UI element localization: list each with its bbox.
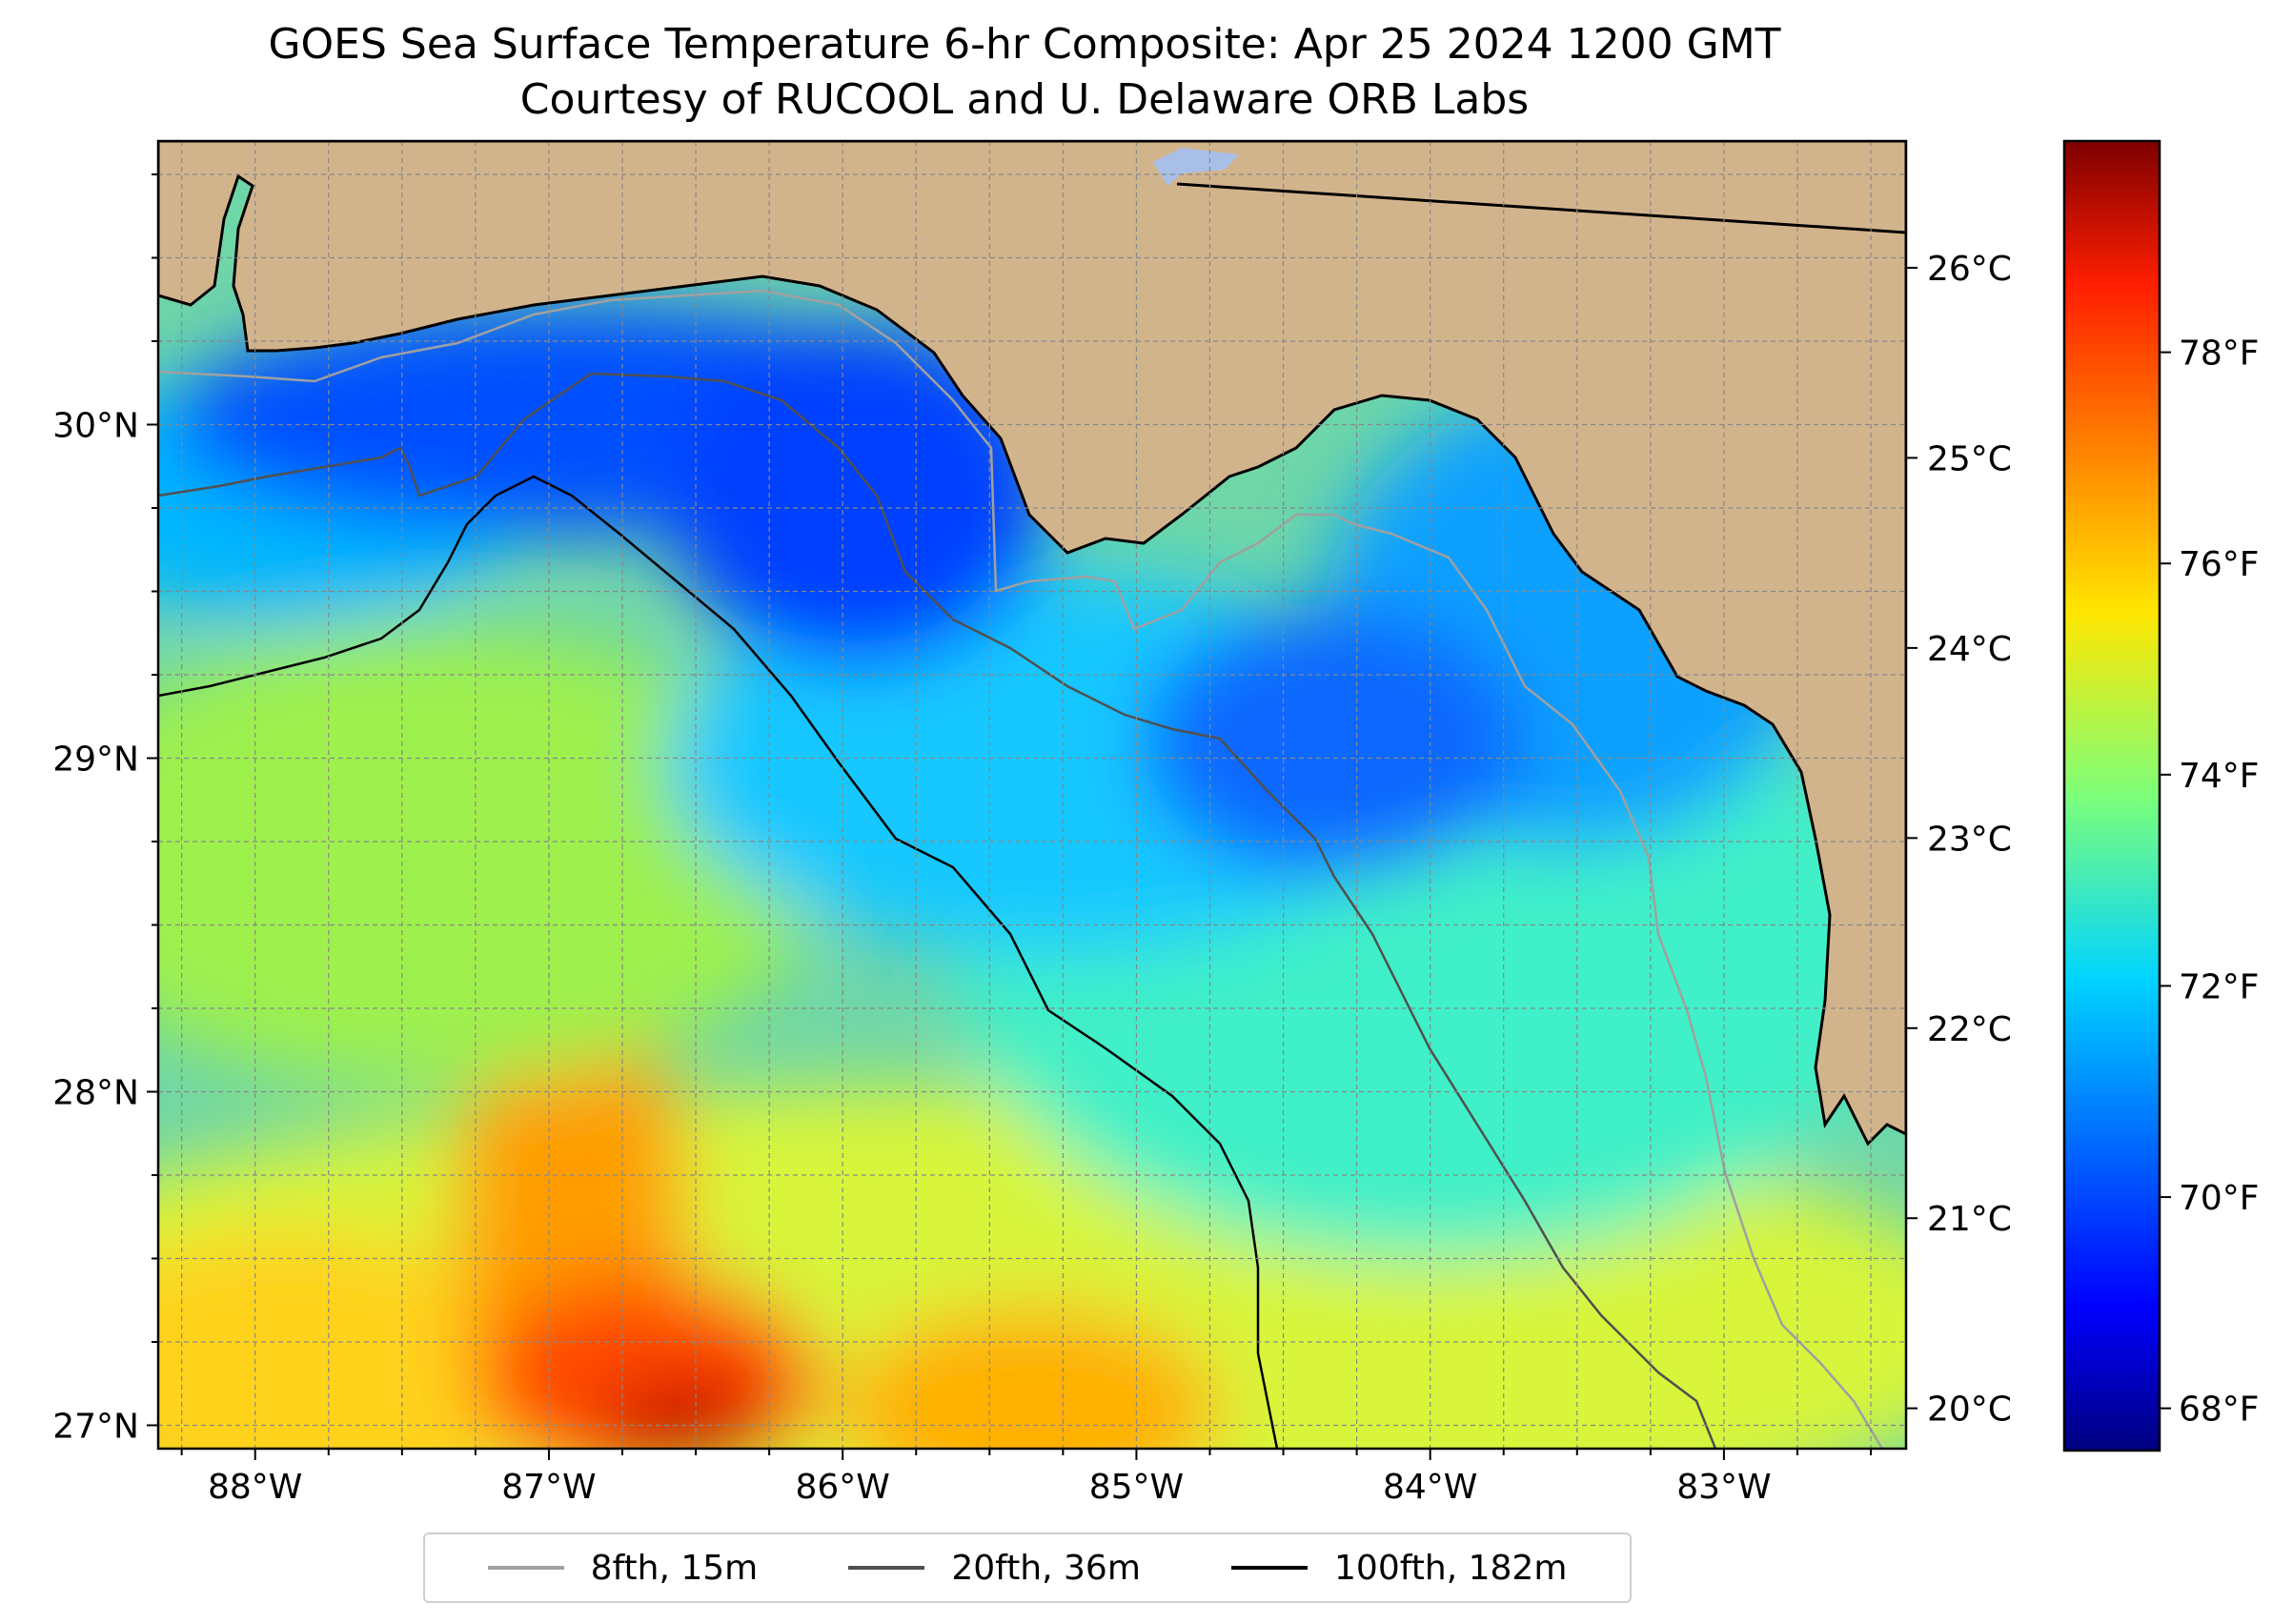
legend-item-100fth: 100fth, 182m bbox=[1231, 1549, 1567, 1588]
land-mass bbox=[158, 141, 1906, 1147]
legend-item-20fth: 20fth, 36m bbox=[848, 1549, 1141, 1588]
sst-field bbox=[158, 141, 1906, 1449]
lat-tick-label: 29°N bbox=[52, 741, 139, 780]
fahrenheit-tick-label: 78°F bbox=[2179, 335, 2260, 374]
celsius-tick-label: 26°C bbox=[1927, 250, 2012, 289]
isobath-20fth bbox=[158, 372, 1717, 1449]
colorbar-fahrenheit-axis: 68°F 70°F 72°F 74°F 76°F 78°F bbox=[2160, 335, 2260, 1430]
colorbar: 20°C 21°C 22°C 23°C 24°C 25°C 26°C 68°F 70°F 72°… bbox=[1906, 139, 2260, 1452]
legend-swatch-20fth bbox=[848, 1566, 925, 1570]
state-border bbox=[1176, 182, 1906, 234]
lon-tick-label: 84°W bbox=[1383, 1468, 1477, 1507]
fahrenheit-tick-label: 76°F bbox=[2179, 545, 2260, 584]
map-plot-area bbox=[158, 141, 1906, 1449]
legend-swatch-8fth bbox=[487, 1566, 564, 1570]
celsius-tick-label: 23°C bbox=[1927, 820, 2012, 859]
fahrenheit-tick-label: 72°F bbox=[2179, 967, 2260, 1006]
fahrenheit-tick-label: 70°F bbox=[2179, 1179, 2260, 1218]
colorbar-celsius-axis: 20°C 21°C 22°C 23°C 24°C 25°C 26°C bbox=[1906, 250, 2012, 1430]
legend-item-8fth: 8fth, 15m bbox=[487, 1548, 759, 1588]
celsius-tick-label: 20°C bbox=[1927, 1391, 2012, 1430]
lat-tick-label: 30°N bbox=[52, 407, 139, 446]
lon-tick-label: 85°W bbox=[1089, 1468, 1184, 1507]
celsius-tick-label: 24°C bbox=[1927, 630, 2012, 669]
legend-label-20fth: 20fth, 36m bbox=[951, 1548, 1141, 1588]
latitude-axis: 27°N 28°N 29°N 30°N bbox=[52, 173, 158, 1447]
map-frame bbox=[156, 139, 1908, 1451]
legend-label-8fth: 8fth, 15m bbox=[590, 1548, 759, 1588]
lon-tick-label: 86°W bbox=[795, 1468, 889, 1507]
fahrenheit-tick-label: 68°F bbox=[2179, 1391, 2260, 1430]
celsius-tick-label: 21°C bbox=[1927, 1200, 2012, 1239]
colorbar-gradient bbox=[2062, 139, 2161, 1452]
isobath-100fth bbox=[158, 475, 1279, 1449]
celsius-tick-label: 25°C bbox=[1927, 439, 2012, 478]
fahrenheit-tick-label: 74°F bbox=[2179, 757, 2260, 796]
lat-tick-label: 27°N bbox=[52, 1408, 139, 1447]
celsius-tick-label: 22°C bbox=[1927, 1010, 2012, 1049]
lon-tick-label: 88°W bbox=[208, 1468, 302, 1507]
lon-tick-label: 83°W bbox=[1676, 1468, 1771, 1507]
isobath-8fth bbox=[158, 289, 1884, 1449]
isobath-legend: 8fth, 15m 20fth, 36m 100fth, 182m bbox=[423, 1533, 1632, 1603]
legend-swatch-100fth bbox=[1231, 1566, 1309, 1570]
lake bbox=[1153, 148, 1239, 186]
title-line-2: Courtesy of RUCOOL and U. Delaware ORB L… bbox=[519, 75, 1530, 124]
lat-tick-label: 28°N bbox=[52, 1074, 139, 1113]
legend-label-100fth: 100fth, 182m bbox=[1334, 1548, 1568, 1588]
map-gridlines bbox=[158, 141, 1906, 1449]
lon-tick-label: 87°W bbox=[501, 1468, 596, 1507]
longitude-axis: 88°W 87°W 86°W 85°W 84°W 83°W bbox=[180, 1449, 1873, 1507]
title-line-1: GOES Sea Surface Temperature 6-hr Compos… bbox=[268, 20, 1781, 69]
